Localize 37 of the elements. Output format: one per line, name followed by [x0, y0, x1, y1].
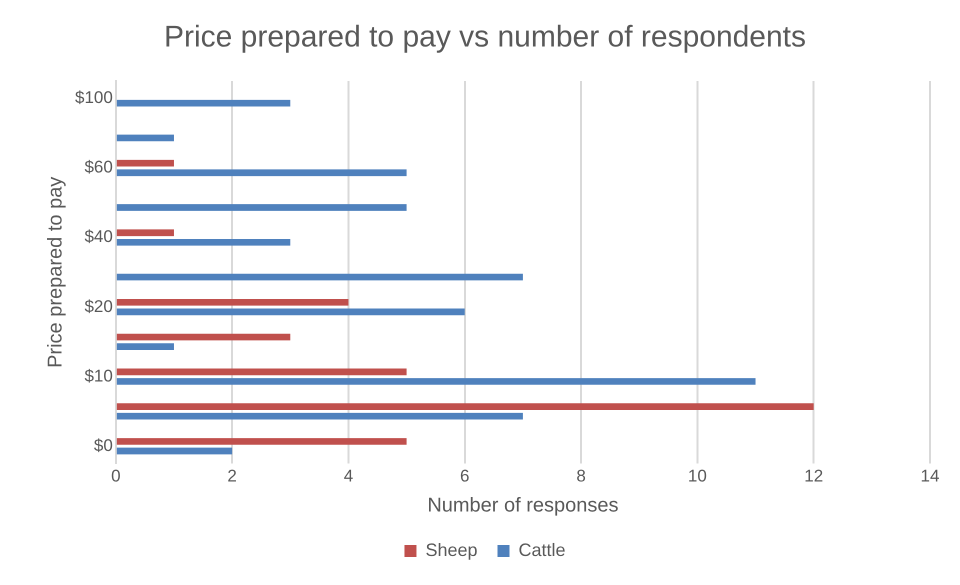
bar	[116, 334, 290, 340]
y-axis-title: Price prepared to pay	[44, 176, 67, 368]
y-tick-label: $40	[84, 227, 113, 246]
y-tick-label: $100	[74, 88, 113, 108]
bar	[116, 204, 407, 211]
y-tick-label: $60	[84, 158, 113, 177]
x-tick-label: 8	[576, 466, 586, 486]
bar	[116, 378, 756, 385]
x-tick-label: 0	[111, 466, 121, 486]
bar	[116, 100, 290, 107]
x-tick-label: 4	[344, 466, 354, 486]
chart-title: Price prepared to pay vs number of respondents	[164, 20, 806, 54]
x-tick-label: 12	[804, 466, 824, 486]
y-tick-label: $10	[84, 366, 113, 386]
legend-label: Sheep	[425, 540, 478, 560]
y-tick-label: $0	[94, 436, 113, 455]
bar	[116, 238, 290, 246]
bar	[116, 368, 407, 376]
x-tick-label: 14	[920, 466, 940, 486]
bar	[116, 134, 174, 142]
bar	[116, 160, 174, 167]
bar	[116, 229, 174, 236]
bar	[116, 169, 407, 176]
y-tick-label: $20	[84, 296, 113, 316]
bar	[116, 343, 174, 350]
x-tick-label: 2	[227, 466, 237, 486]
x-tick-label: 10	[688, 466, 707, 486]
bar	[116, 438, 407, 445]
bar	[116, 308, 465, 316]
bar	[116, 412, 523, 420]
bar	[116, 448, 232, 454]
legend-label: Cattle	[518, 540, 566, 560]
bar	[116, 274, 523, 280]
bar	[116, 403, 814, 410]
bar	[116, 298, 348, 306]
x-axis-title: Number of responses	[427, 494, 619, 517]
x-tick-label: 6	[460, 466, 470, 486]
